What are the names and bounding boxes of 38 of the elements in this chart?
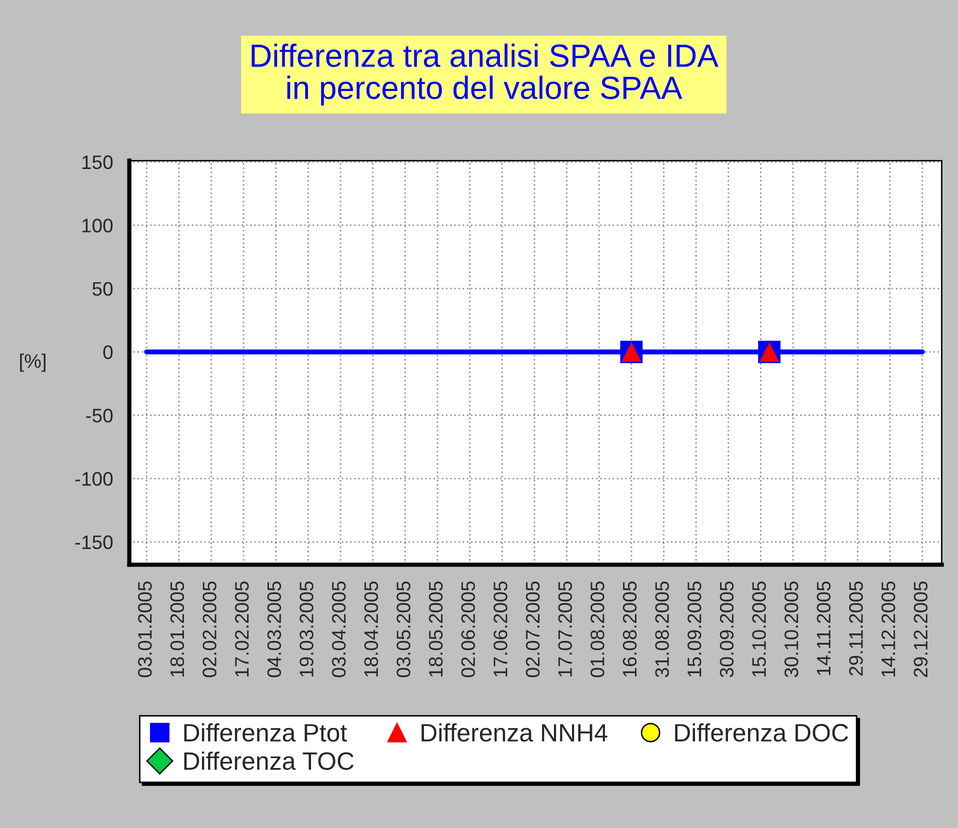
- y-tick-label: -50: [86, 408, 113, 422]
- legend-label: Differenza Ptot: [184, 723, 347, 742]
- y-tick-label: -150: [75, 535, 113, 550]
- legend-label: Differenza TOC: [184, 752, 354, 770]
- x-tick-label: 30.10.2005: [784, 581, 798, 678]
- x-tick-label: 14.11.2005: [816, 581, 831, 676]
- x-tick-label: 14.12.2005: [881, 581, 896, 676]
- y-tick-label: 100: [82, 218, 113, 232]
- x-tick-label: 29.12.2005: [914, 581, 928, 677]
- x-tick-label: 29.11.2005: [849, 581, 863, 676]
- x-tick-label: 03.01.2005: [138, 581, 152, 678]
- x-tick-label: 19.03.2005: [300, 581, 314, 676]
- x-tick-label: 15.10.2005: [752, 581, 766, 676]
- x-tick-label: 04.03.2005: [267, 581, 282, 678]
- x-tick-label: 02.07.2005: [526, 581, 540, 678]
- x-tick-label: 02.02.2005: [202, 581, 216, 678]
- y-tick-label: 0: [103, 345, 113, 360]
- x-tick-label: 17.02.2005: [234, 581, 249, 676]
- x-tick-label: 17.07.2005: [558, 581, 572, 676]
- y-tick-label: 150: [82, 155, 113, 170]
- x-tick-label: 03.05.2005: [396, 581, 410, 678]
- x-tick-label: 18.01.2005: [170, 581, 184, 676]
- x-tick-label: 01.08.2005: [590, 581, 604, 678]
- y-axis-title: [%]: [20, 354, 46, 372]
- legend-label: Differenza DOC: [675, 723, 848, 742]
- x-tick-label: 31.08.2005: [655, 581, 669, 678]
- chart-title: Differenza tra analisi SPAA e IDA in percento del valore SPAA: [252, 44, 718, 106]
- y-tick-label: 50: [92, 282, 113, 296]
- y-tick-label: -100: [75, 472, 113, 486]
- x-tick-label: 02.06.2005: [461, 581, 476, 678]
- x-tick-label: 30.09.2005: [720, 581, 734, 678]
- x-tick-label: 17.06.2005: [494, 581, 508, 676]
- x-tick-label: 03.04.2005: [332, 581, 346, 678]
- x-tick-label: 15.09.2005: [688, 581, 702, 676]
- x-tick-label: 18.05.2005: [428, 581, 443, 676]
- x-tick-label: 16.08.2005: [622, 581, 637, 676]
- x-tick-label: 18.04.2005: [364, 581, 378, 676]
- legend-label: Differenza NNH4: [422, 723, 608, 742]
